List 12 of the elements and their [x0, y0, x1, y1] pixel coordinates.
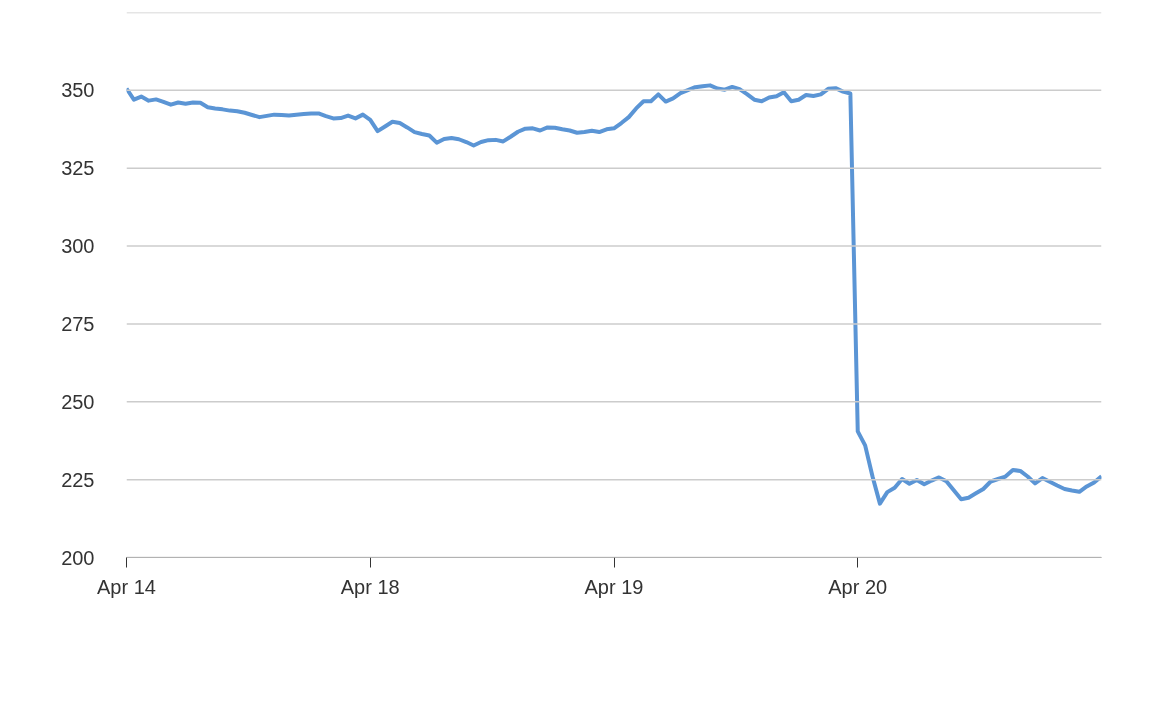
x-tick-label: Apr 18 [340, 575, 400, 598]
x-tick-label: Apr 14 [97, 575, 156, 598]
y-tick-label: 225 [61, 468, 95, 491]
y-tick-label: 200 [61, 546, 95, 569]
y-tick-label: 325 [61, 157, 95, 180]
x-tick-label: Apr 20 [828, 575, 888, 598]
y-tick-label: 250 [61, 390, 95, 413]
line-series [126, 83, 1102, 506]
y-tick-label: 300 [61, 235, 95, 258]
y-tick-label: 275 [61, 312, 95, 335]
y-tick-label: 350 [61, 79, 95, 102]
x-tick-label: Apr 19 [584, 575, 644, 598]
